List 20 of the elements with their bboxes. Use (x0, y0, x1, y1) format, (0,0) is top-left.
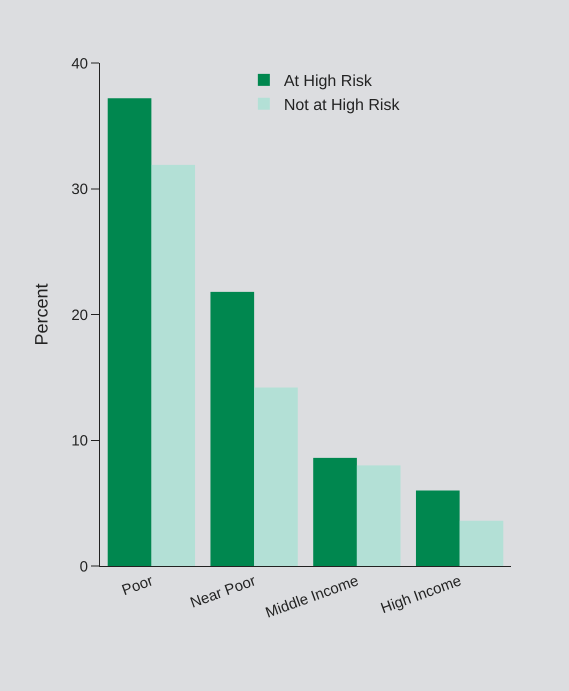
bar (108, 98, 152, 566)
x-tick-label: High Income (378, 572, 464, 618)
x-tick-label: Near Poor (188, 572, 258, 612)
y-tick-label: 40 (71, 55, 88, 72)
bar (460, 520, 504, 566)
y-tick-label: 10 (71, 432, 88, 450)
bar (356, 465, 401, 566)
y-tick-label: 20 (71, 306, 88, 324)
bar (254, 387, 298, 566)
y-tick-label: 0 (80, 558, 88, 576)
legend-label: At High Risk (284, 73, 373, 90)
y-tick-label: 30 (71, 181, 88, 198)
legend-label: Not at High Risk (284, 96, 400, 114)
bar (313, 458, 357, 566)
bar (416, 490, 460, 566)
bar (151, 164, 196, 566)
bar (210, 292, 254, 566)
x-tick-label: Poor (120, 572, 156, 600)
x-tick-label: Middle Income (263, 572, 361, 622)
y-axis-title: Percent (32, 283, 52, 346)
